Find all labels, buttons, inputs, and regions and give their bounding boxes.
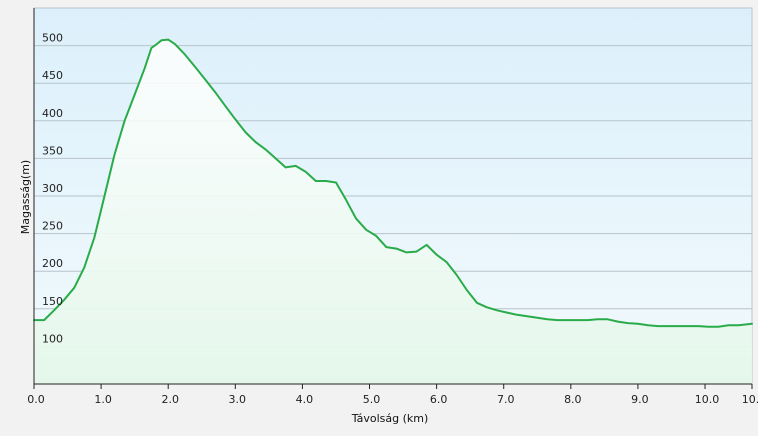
y-tick-label: 150: [42, 295, 63, 308]
x-tick-label: 0.0: [27, 393, 45, 406]
y-tick-label: 350: [42, 144, 63, 157]
elevation-line-group: [33, 38, 753, 328]
y-tick-label: 400: [42, 107, 63, 120]
x-tick-label: 8.0: [564, 393, 582, 406]
x-tick-label: 2.0: [161, 393, 179, 406]
x-tick-label: 10.0: [695, 393, 720, 406]
x-tick-label: 10.7: [742, 393, 758, 406]
y-tick-labels: 100 150 200 250 300 350 400 450 500: [42, 32, 63, 346]
y-axis-title: Magasság(m): [19, 160, 32, 234]
axes: [33, 8, 753, 389]
y-tick-label: 300: [42, 182, 63, 195]
x-tick-label: 1.0: [94, 393, 112, 406]
y-tick-label: 450: [42, 69, 63, 82]
x-tick-label: 5.0: [363, 393, 381, 406]
y-tick-label: 500: [42, 32, 63, 45]
elevation-area: [34, 39, 752, 384]
x-tick-label: 3.0: [229, 393, 247, 406]
x-tick-labels: 0.0 1.0 2.0 3.0 4.0 5.0 6.0 7.0 8.0 9.0 10.0 10.7: [27, 393, 758, 406]
x-tick-label: 4.0: [296, 393, 314, 406]
x-axis-title: Távolság (km): [351, 412, 429, 425]
elevation-area-fill: [34, 39, 752, 384]
y-tick-label: 250: [42, 220, 63, 233]
x-tick-label: 6.0: [430, 393, 448, 406]
x-tick-label: 9.0: [631, 393, 649, 406]
y-tick-label: 100: [42, 332, 63, 345]
x-tick-label: 7.0: [497, 393, 515, 406]
elevation-line: [33, 38, 753, 328]
y-tick-label: 200: [42, 257, 63, 270]
